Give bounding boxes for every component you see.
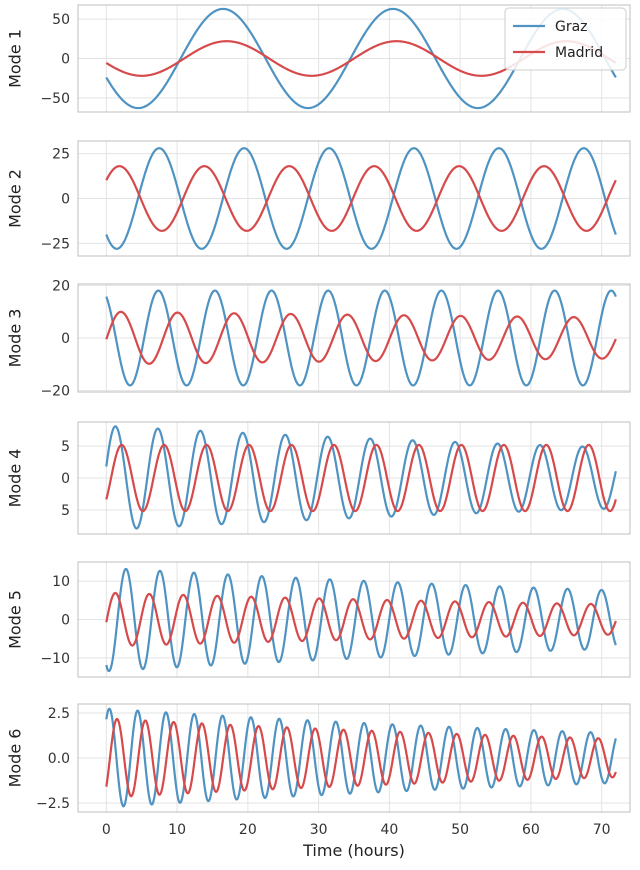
y-axis-label: Mode 2	[6, 169, 25, 228]
series-line-graz	[105, 147, 617, 250]
series-line-madrid	[105, 443, 617, 513]
y-tick-label: 20	[52, 278, 70, 294]
plot-frame	[77, 283, 631, 393]
x-tick-label: 10	[168, 822, 186, 838]
panel-mode-5: 10 0 −10 Mode 5	[6, 561, 631, 678]
y-axis-label: Mode 4	[6, 449, 25, 508]
legend-label-graz: Graz	[555, 19, 588, 35]
y-axis-label: Mode 1	[6, 29, 25, 88]
y-axis-label: Mode 6	[6, 729, 25, 788]
x-axis-label: Time (hours)	[302, 841, 405, 860]
series-line-madrid	[105, 165, 617, 232]
y-tick-label: 5	[61, 503, 70, 519]
series-line-graz	[105, 707, 617, 808]
series-line-graz	[105, 289, 617, 387]
series-line-madrid	[105, 310, 617, 365]
x-tick-label: 40	[380, 822, 398, 838]
y-tick-label: 0	[61, 331, 70, 347]
x-tick-label: 50	[451, 822, 469, 838]
panel-mode-2: 25 0 −25 Mode 2	[6, 140, 631, 257]
y-tick-label: 0	[61, 471, 70, 487]
y-tick-label: 0.0	[48, 751, 70, 767]
y-tick-label: 0	[61, 613, 70, 629]
y-axis-label: Mode 5	[6, 590, 25, 649]
y-tick-label: 2.5	[48, 706, 70, 722]
y-tick-label: 0	[61, 192, 70, 208]
legend: Graz Madrid	[504, 7, 627, 71]
x-tick-label: 60	[522, 822, 540, 838]
y-tick-label: 0	[61, 52, 70, 68]
x-tick-label: 30	[310, 822, 328, 838]
x-tick-label: 70	[593, 822, 611, 838]
y-tick-label: 50	[52, 12, 70, 28]
y-tick-label: −50	[40, 91, 70, 107]
plot-frame	[77, 4, 631, 113]
y-tick-label: −20	[40, 384, 70, 400]
panel-mode-3: 20 0 −20 Mode 3	[6, 278, 631, 400]
series-line-graz	[105, 425, 617, 530]
y-tick-label: −25	[40, 236, 70, 252]
plot-frame	[77, 561, 631, 678]
x-tick-label: 20	[239, 822, 257, 838]
plot-frame	[77, 421, 631, 535]
plot-frame	[77, 703, 631, 813]
y-axis-label: Mode 3	[6, 309, 25, 368]
panel-mode-4: 5 0 5 Mode 4	[6, 421, 631, 535]
y-tick-label: −2.5	[36, 796, 70, 812]
series-line-madrid	[105, 717, 617, 798]
series-line-graz	[105, 567, 617, 673]
panel-mode-6: 2.5 0.0 −2.5 Mode 6 0 10 20 30 40 50 60 70 Time (hou…	[6, 703, 631, 860]
y-tick-label: 10	[52, 574, 70, 590]
legend-box	[504, 7, 627, 71]
panel-mode-1: 50 0 −50 Mode 1 Graz Madrid	[6, 4, 631, 113]
legend-label-madrid: Madrid	[555, 45, 603, 61]
x-tick-label: 0	[102, 822, 111, 838]
y-tick-label: 5	[61, 439, 70, 455]
y-tick-label: −10	[40, 651, 70, 667]
y-tick-label: 25	[52, 147, 70, 163]
plot-frame	[77, 140, 631, 257]
series-line-madrid	[105, 591, 617, 647]
